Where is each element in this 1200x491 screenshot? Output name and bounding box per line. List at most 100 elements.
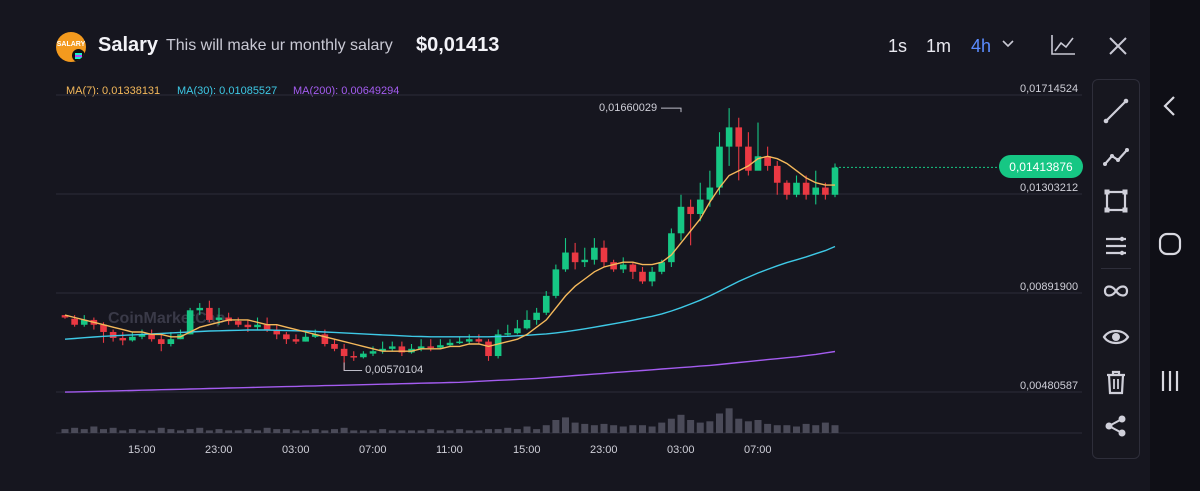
candle[interactable]: [206, 300, 213, 323]
candle[interactable]: [369, 346, 377, 357]
candle[interactable]: [677, 194, 685, 241]
volume-bar: [485, 429, 492, 433]
candle[interactable]: [812, 170, 820, 205]
candle[interactable]: [100, 322, 107, 343]
volume-bar: [735, 418, 743, 433]
candle[interactable]: [485, 339, 492, 361]
candle[interactable]: [129, 331, 136, 342]
candle[interactable]: [475, 334, 483, 345]
volume-bar: [244, 429, 252, 433]
candle[interactable]: [350, 351, 358, 361]
ma30-label: MA(30): 0,01085527: [177, 85, 278, 97]
candle[interactable]: [725, 108, 733, 166]
candle[interactable]: [167, 331, 175, 347]
volume-bar: [590, 425, 598, 433]
volume-bar: [802, 423, 810, 433]
volume-bar: [408, 430, 415, 433]
candle[interactable]: [331, 339, 338, 352]
candle[interactable]: [456, 336, 463, 345]
candle[interactable]: [687, 199, 694, 246]
rectangle-icon[interactable]: [1101, 186, 1131, 216]
close-icon[interactable]: [1107, 35, 1129, 57]
price-chart[interactable]: CoinMarketCap: [0, 0, 1150, 491]
candle[interactable]: [629, 262, 637, 280]
candle[interactable]: [802, 175, 810, 200]
candle[interactable]: [388, 341, 396, 352]
candle[interactable]: [793, 175, 800, 198]
candle[interactable]: [254, 317, 261, 330]
candle[interactable]: [533, 307, 540, 325]
candle[interactable]: [465, 334, 473, 345]
candle[interactable]: [177, 329, 184, 340]
y-tick-label: 0,01303212: [1020, 181, 1079, 194]
candle[interactable]: [446, 339, 454, 347]
candle[interactable]: [119, 331, 127, 346]
candle[interactable]: [571, 242, 579, 270]
share-icon[interactable]: [1101, 411, 1131, 441]
candle[interactable]: [754, 122, 762, 171]
candle[interactable]: [437, 339, 444, 349]
eye-icon[interactable]: [1101, 322, 1131, 352]
volume-bar: [80, 429, 88, 433]
timeframe-4h[interactable]: 4h: [971, 36, 992, 56]
candle[interactable]: [148, 329, 155, 342]
candle[interactable]: [157, 334, 165, 352]
candle[interactable]: [831, 163, 839, 198]
candle[interactable]: [196, 303, 204, 316]
y-tick-label: 0,00480587: [1020, 380, 1079, 392]
candle[interactable]: [581, 247, 589, 267]
candle[interactable]: [504, 324, 512, 336]
candle[interactable]: [591, 238, 598, 265]
candle[interactable]: [523, 310, 531, 330]
candle[interactable]: [773, 161, 781, 195]
chevron-down-icon[interactable]: [1001, 38, 1015, 50]
candle[interactable]: [610, 259, 617, 272]
candle[interactable]: [292, 334, 300, 345]
candle-body: [129, 336, 136, 341]
fib-lines-icon[interactable]: [1101, 231, 1131, 261]
candle[interactable]: [514, 319, 521, 335]
candle[interactable]: [225, 312, 232, 325]
candle[interactable]: [408, 344, 415, 354]
candle[interactable]: [283, 331, 290, 345]
candle[interactable]: [668, 228, 675, 267]
volume-bar: [773, 425, 781, 433]
candle[interactable]: [600, 240, 608, 267]
candle-body: [542, 295, 550, 313]
candle[interactable]: [552, 264, 560, 299]
candle[interactable]: [639, 266, 646, 284]
candle[interactable]: [696, 182, 704, 222]
candle[interactable]: [80, 315, 88, 327]
ma200-line: [64, 350, 836, 393]
candle[interactable]: [619, 257, 627, 273]
candle[interactable]: [542, 291, 550, 316]
candle[interactable]: [398, 341, 406, 357]
timeframe-1s[interactable]: 1s: [888, 36, 908, 56]
candle[interactable]: [562, 238, 569, 272]
candle[interactable]: [360, 351, 367, 359]
volume-bar: [793, 426, 800, 433]
trash-icon[interactable]: [1101, 367, 1131, 397]
polyline-icon[interactable]: [1101, 142, 1131, 172]
volume-bar: [379, 429, 387, 433]
home-icon[interactable]: [1155, 229, 1185, 259]
candle[interactable]: [186, 307, 194, 335]
chart-type-icon[interactable]: [1050, 34, 1076, 56]
timeframe-1m[interactable]: 1m: [926, 36, 952, 56]
trend-line-icon[interactable]: [1101, 96, 1131, 126]
back-icon[interactable]: [1155, 91, 1185, 121]
candle-body: [504, 333, 512, 335]
candle[interactable]: [302, 331, 309, 342]
candle-body: [822, 187, 829, 195]
candle[interactable]: [648, 266, 656, 287]
candle[interactable]: [764, 146, 771, 171]
candle[interactable]: [735, 117, 743, 181]
recents-icon[interactable]: [1155, 366, 1185, 396]
candle-body: [764, 156, 771, 166]
candle[interactable]: [234, 317, 242, 328]
candle[interactable]: [273, 324, 281, 340]
candle[interactable]: [745, 132, 752, 176]
infinity-icon[interactable]: [1101, 276, 1131, 306]
candle[interactable]: [783, 180, 791, 200]
candle[interactable]: [716, 132, 723, 195]
